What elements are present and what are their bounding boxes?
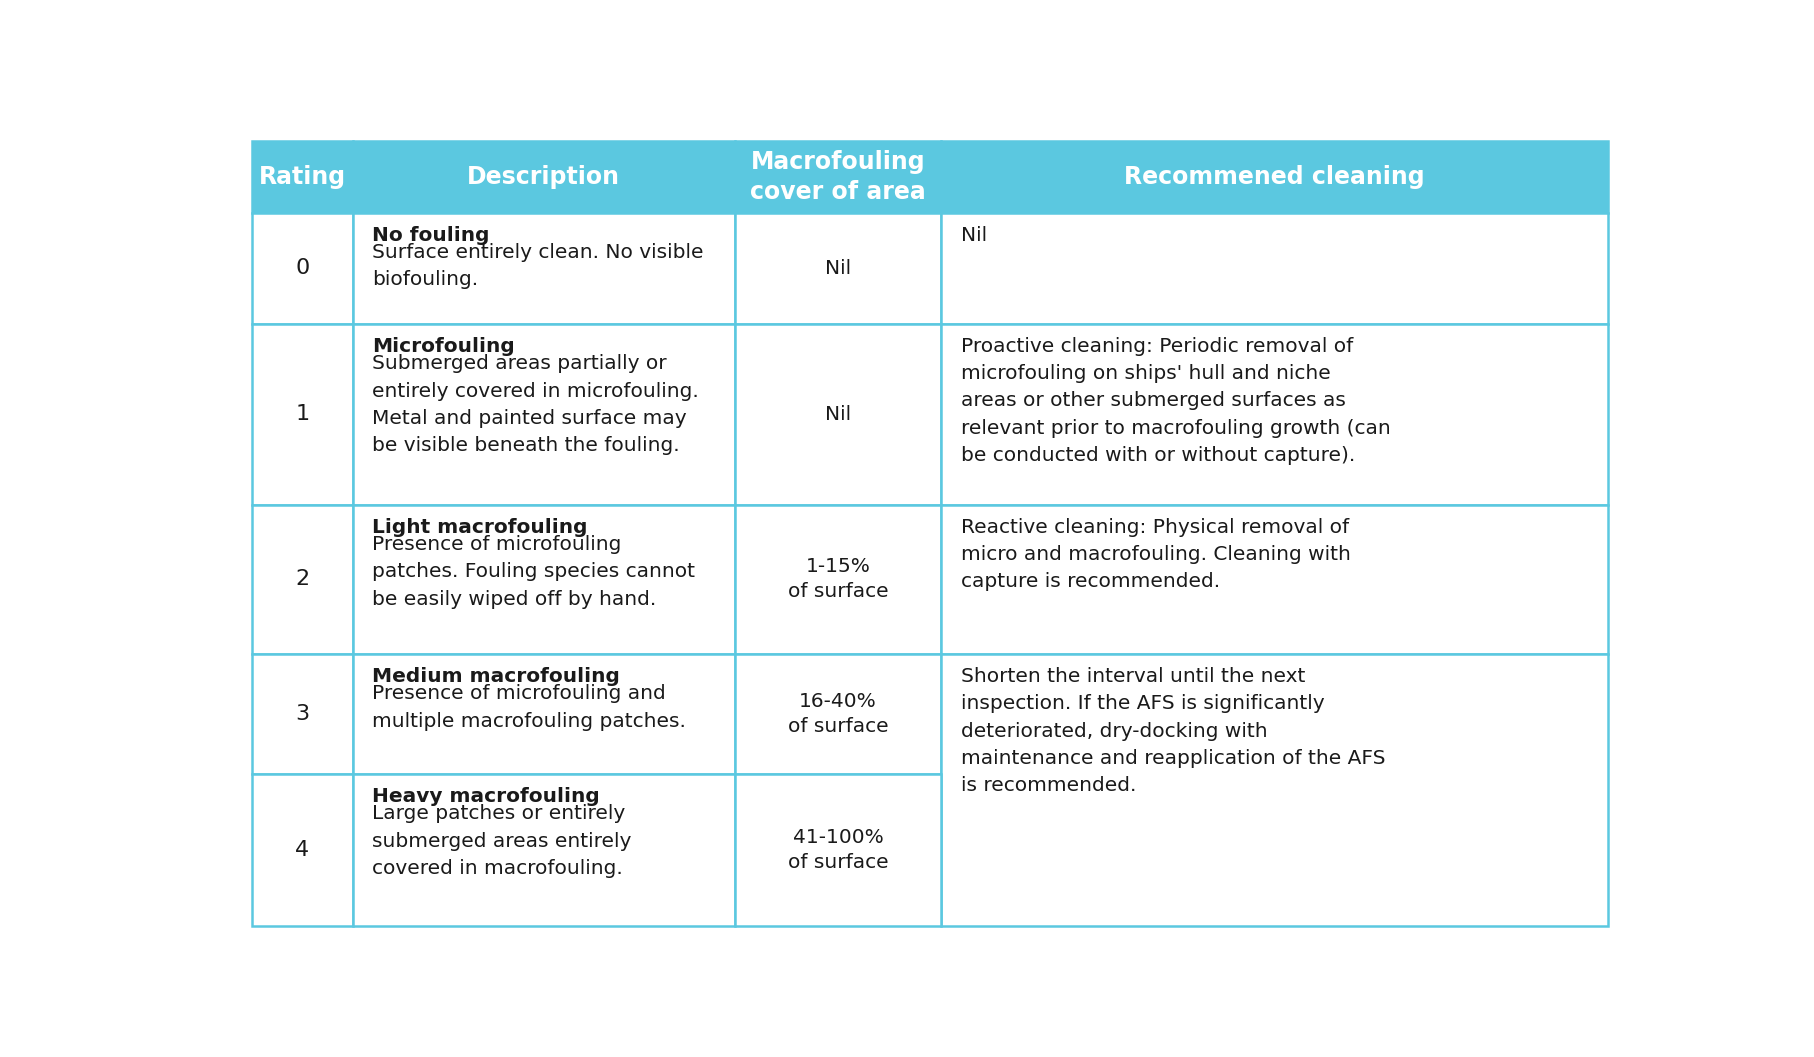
Bar — [735, 774, 940, 926]
Bar — [940, 142, 1607, 212]
Bar — [352, 654, 735, 774]
Text: Reactive cleaning: Physical removal of
micro and macrofouling. Cleaning with
cap: Reactive cleaning: Physical removal of m… — [960, 518, 1350, 591]
Text: Description: Description — [466, 165, 620, 189]
Text: Shorten the interval until the next
inspection. If the AFS is significantly
dete: Shorten the interval until the next insp… — [960, 667, 1384, 795]
Text: Surface entirely clean. No visible
biofouling.: Surface entirely clean. No visible biofo… — [372, 243, 704, 290]
Text: Medium macrofouling: Medium macrofouling — [372, 667, 620, 686]
Text: 0: 0 — [296, 258, 310, 278]
Text: Presence of microfouling and
multiple macrofouling patches.: Presence of microfouling and multiple ma… — [372, 685, 686, 730]
Bar — [352, 212, 735, 323]
Text: Nil: Nil — [825, 259, 851, 278]
Text: Light macrofouling: Light macrofouling — [372, 518, 588, 537]
Bar — [735, 323, 940, 504]
Text: Nil: Nil — [825, 405, 851, 424]
Bar — [252, 212, 352, 323]
Bar — [735, 654, 940, 774]
Text: 2: 2 — [296, 570, 308, 590]
Text: Macrofouling
cover of area: Macrofouling cover of area — [749, 150, 925, 204]
Bar — [735, 142, 940, 212]
Bar — [352, 774, 735, 926]
Bar — [252, 142, 352, 212]
Text: 1: 1 — [296, 405, 308, 424]
Bar — [352, 323, 735, 504]
Text: Heavy macrofouling: Heavy macrofouling — [372, 787, 600, 806]
Text: 4: 4 — [296, 840, 308, 860]
Text: Proactive cleaning: Periodic removal of
microfouling on ships' hull and niche
ar: Proactive cleaning: Periodic removal of … — [960, 337, 1390, 465]
Bar — [940, 323, 1607, 504]
Bar — [735, 504, 940, 654]
Text: Rating: Rating — [259, 165, 346, 189]
Text: 16-40%
of surface: 16-40% of surface — [787, 692, 887, 736]
Bar — [352, 504, 735, 654]
Text: Microfouling: Microfouling — [372, 337, 515, 356]
Text: Submerged areas partially or
entirely covered in microfouling.
Metal and painted: Submerged areas partially or entirely co… — [372, 354, 698, 455]
Bar — [352, 142, 735, 212]
Bar — [735, 212, 940, 323]
Text: 1-15%
of surface: 1-15% of surface — [787, 557, 887, 601]
Bar — [940, 504, 1607, 654]
Bar — [252, 654, 352, 774]
Text: 3: 3 — [296, 704, 308, 724]
Text: Recommened cleaning: Recommened cleaning — [1123, 165, 1424, 189]
Text: 41-100%
of surface: 41-100% of surface — [787, 828, 887, 872]
Bar — [252, 504, 352, 654]
Text: Nil: Nil — [960, 226, 987, 245]
Bar — [252, 323, 352, 504]
Text: Large patches or entirely
submerged areas entirely
covered in macrofouling.: Large patches or entirely submerged area… — [372, 804, 631, 878]
Bar — [940, 654, 1607, 926]
Bar — [940, 212, 1607, 323]
Text: No fouling: No fouling — [372, 226, 490, 245]
Bar — [252, 774, 352, 926]
Text: Presence of microfouling
patches. Fouling species cannot
be easily wiped off by : Presence of microfouling patches. Foulin… — [372, 535, 695, 609]
